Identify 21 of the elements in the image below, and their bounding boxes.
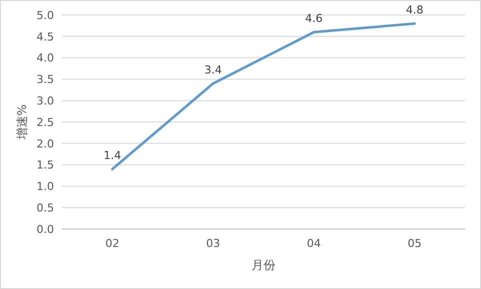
- y-tick-label: 1.0: [36, 180, 54, 194]
- y-tick-label: 2.0: [36, 137, 54, 150]
- x-tick-label: 03: [206, 237, 220, 250]
- y-axis-title: 增速%: [15, 104, 29, 141]
- y-tick-label: 1.5: [36, 158, 54, 172]
- y-tick-label: 3.5: [36, 73, 54, 86]
- data-label: 3.4: [204, 63, 222, 76]
- x-tick-label: 05: [408, 237, 422, 250]
- x-tick-label: 04: [306, 237, 321, 250]
- y-tick-label: 0.5: [36, 201, 54, 214]
- y-tick-label: 4.5: [36, 30, 54, 44]
- y-tick-label: 0.0: [36, 222, 54, 236]
- data-label: 1.4: [104, 149, 122, 162]
- y-tick-label: 4.0: [36, 52, 54, 65]
- y-tick-label: 2.5: [36, 116, 54, 129]
- data-label: 4.8: [406, 4, 424, 17]
- data-label: 4.6: [305, 12, 323, 26]
- y-tick-label: 5.0: [36, 8, 54, 22]
- y-tick-label: 3.0: [36, 94, 54, 108]
- x-axis-title: 月份: [252, 258, 276, 272]
- x-tick-label: 02: [105, 237, 120, 250]
